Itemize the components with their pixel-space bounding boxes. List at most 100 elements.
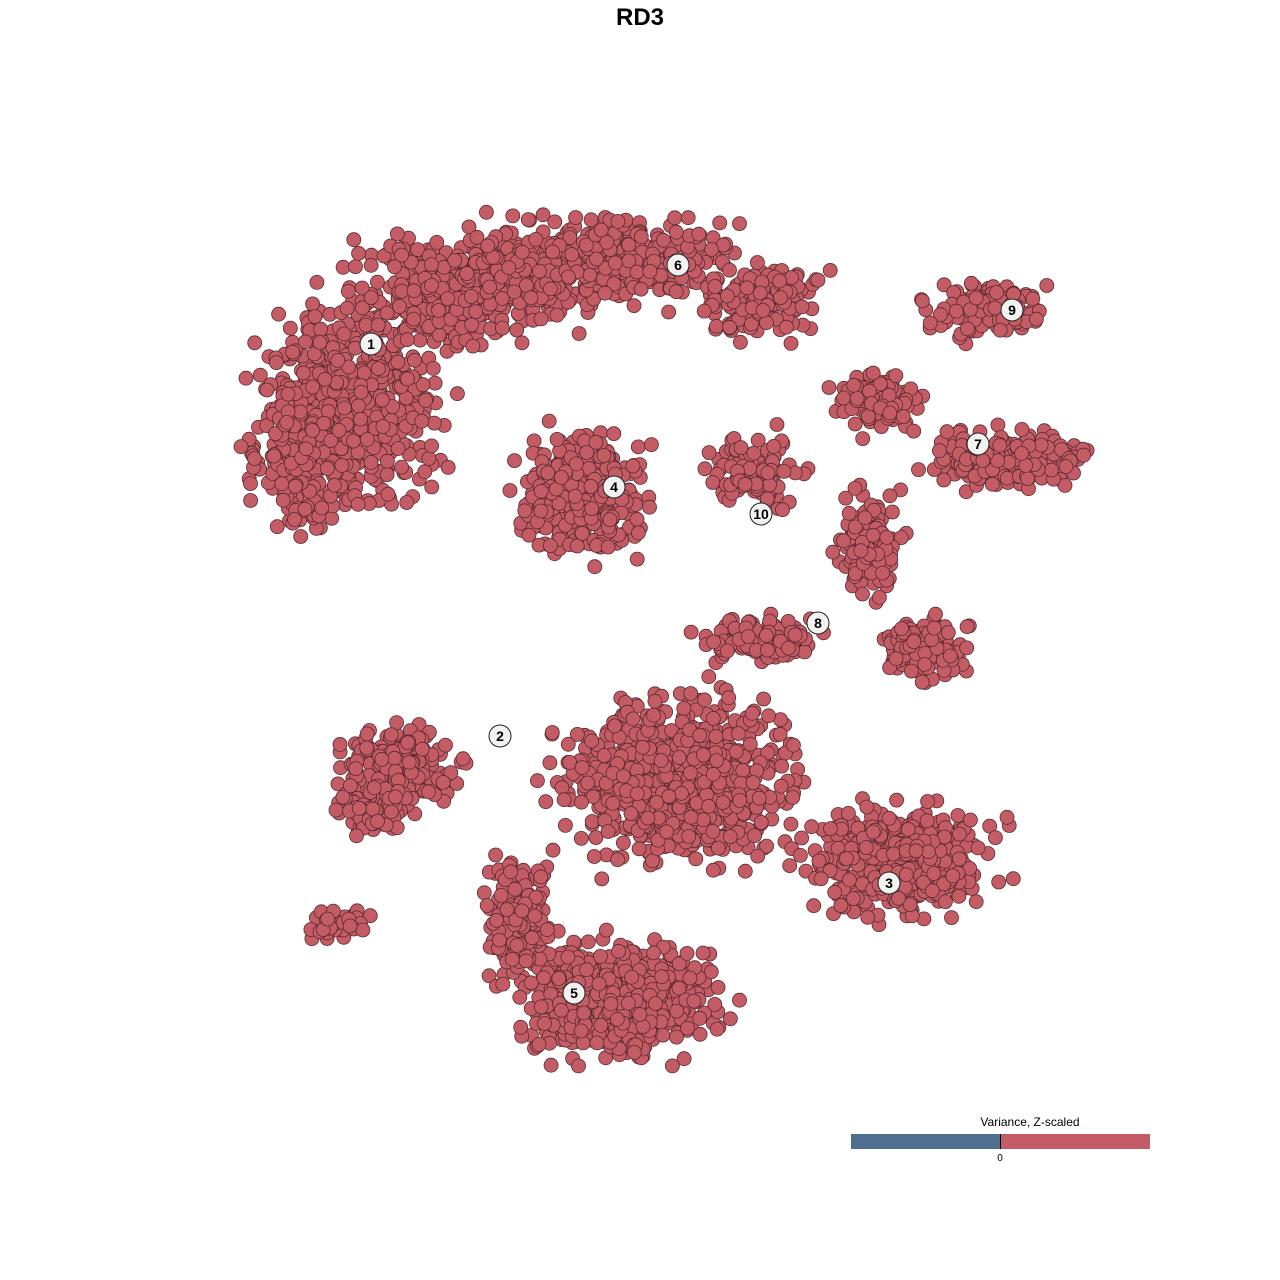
data-point (728, 744, 744, 760)
data-point (282, 320, 298, 336)
data-point (633, 281, 649, 297)
data-point (326, 477, 342, 493)
data-point (528, 231, 544, 247)
data-point (683, 624, 699, 640)
data-point (942, 648, 958, 664)
data-point (514, 244, 530, 260)
data-point (745, 705, 760, 721)
data-point (584, 733, 600, 749)
data-point (1076, 447, 1091, 463)
data-point (247, 335, 263, 351)
data-point (710, 840, 726, 856)
data-point (928, 606, 943, 622)
data-point (756, 691, 771, 707)
data-point (455, 751, 471, 767)
data-point (785, 790, 801, 805)
data-point (424, 438, 440, 454)
data-point (243, 476, 258, 492)
data-point (1020, 471, 1035, 487)
data-point (494, 290, 510, 306)
data-point (418, 392, 434, 408)
data-point (459, 266, 475, 281)
data-point (353, 384, 369, 400)
data-point (494, 320, 510, 336)
data-point (653, 753, 669, 768)
data-point (547, 214, 563, 230)
data-point (348, 761, 364, 776)
data-point (596, 447, 612, 463)
data-point (631, 841, 647, 857)
data-point (810, 272, 826, 288)
data-point (940, 625, 956, 640)
data-point (988, 830, 1003, 845)
data-point (661, 304, 676, 320)
data-point (709, 753, 725, 768)
data-point (355, 300, 370, 316)
data-point (950, 808, 966, 823)
data-point (438, 737, 453, 753)
data-point (370, 813, 385, 829)
data-point (533, 483, 549, 499)
data-point (369, 274, 385, 290)
data-point (992, 437, 1008, 453)
data-point (463, 289, 479, 304)
data-point (562, 755, 578, 770)
data-point (533, 503, 549, 519)
data-point (606, 426, 622, 442)
data-point (324, 510, 340, 526)
data-point (607, 255, 623, 271)
data-point (882, 405, 898, 421)
data-point (356, 365, 372, 381)
data-point (772, 726, 788, 742)
data-point (271, 306, 287, 322)
data-point (535, 207, 551, 223)
data-point (739, 280, 755, 296)
data-point (359, 740, 375, 756)
data-point (696, 303, 712, 319)
data-point (990, 417, 1006, 433)
data-point (732, 793, 748, 808)
data-point (683, 686, 699, 701)
data-point (706, 634, 721, 650)
data-point (600, 539, 616, 555)
data-point (295, 365, 311, 381)
data-point (688, 851, 704, 867)
data-point (707, 278, 723, 294)
data-point (704, 242, 719, 257)
data-point (797, 644, 812, 660)
data-point (287, 512, 302, 527)
data-point (514, 335, 530, 351)
data-point (243, 493, 259, 508)
data-point (252, 367, 268, 383)
data-point (390, 441, 406, 456)
data-point (783, 816, 799, 832)
data-point (388, 789, 403, 805)
data-point (319, 460, 335, 476)
data-point (773, 778, 789, 794)
data-point (959, 619, 975, 635)
data-point (328, 802, 344, 818)
data-point (999, 470, 1015, 486)
data-point (313, 321, 329, 337)
data-point (275, 492, 291, 508)
data-point (701, 445, 717, 461)
data-point (465, 338, 481, 354)
data-point (280, 386, 296, 402)
data-point (390, 354, 406, 370)
data-point (629, 786, 645, 802)
data-point (629, 511, 645, 527)
data-point (915, 293, 930, 309)
data-point (849, 390, 865, 406)
data-point (696, 747, 711, 763)
data-point (549, 307, 565, 323)
data-point (917, 657, 933, 672)
data-point (544, 725, 560, 740)
data-point (671, 750, 687, 765)
data-point (755, 302, 771, 318)
data-point (353, 411, 369, 427)
data-point (431, 303, 446, 318)
data-point (607, 718, 623, 734)
data-point (435, 775, 451, 790)
data-point (615, 768, 631, 784)
data-point (616, 835, 631, 851)
